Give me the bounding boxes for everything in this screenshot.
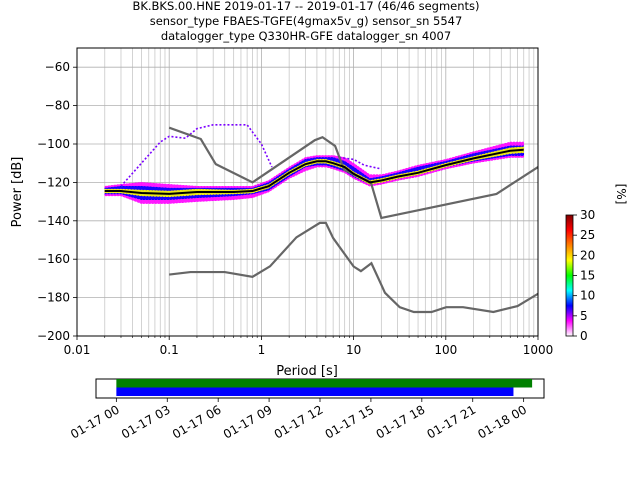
mode-curve	[104, 148, 524, 195]
noise-models	[168, 126, 538, 314]
timeline-tick-label: 01-17 06	[170, 402, 224, 441]
x-tick-label: 0.1	[160, 343, 179, 357]
y-tick-label: −80	[45, 99, 70, 113]
colorbar-ticks: 0 5 10 15 20 25 30	[573, 208, 595, 343]
colorbar-tick-label: 30	[580, 208, 595, 222]
x-tick-label: 1	[258, 343, 266, 357]
colorbar-label: [%]	[614, 184, 628, 205]
y-tick-label: −120	[37, 175, 70, 189]
colorbar-tick-label: 15	[580, 269, 595, 283]
chart-title-line-1: BK.BKS.00.HNE 2019-01-17 -- 2019-01-17 (…	[132, 0, 479, 13]
high-noise-model	[168, 126, 538, 220]
x-axis-label: Period [s]	[276, 364, 338, 379]
low-noise-model	[169, 221, 538, 314]
colorbar-tick-label: 25	[580, 228, 595, 242]
timeline-tick-label: 01-17 03	[119, 402, 173, 441]
density-band	[104, 146, 525, 198]
timeline-tick-label: 01-18 00	[475, 402, 529, 441]
chart-title-line-2: sensor_type FBAES-TGFE(4gmax5v_g) sensor…	[150, 14, 463, 28]
chart-title-line-3: datalogger_type Q330HR-GFE datalogger_sn…	[161, 29, 451, 43]
colorbar-tick-label: 0	[580, 329, 588, 343]
y-tick-label: −200	[37, 329, 70, 343]
timeline-tick-label: 01-17 12	[272, 402, 326, 441]
x-tick-label: 1000	[523, 343, 554, 357]
x-tick-label: 0.01	[64, 343, 91, 357]
density-outlier	[120, 124, 273, 187]
timeline-tick-label: 01-17 09	[221, 402, 275, 441]
timeline-tick-label: 01-17 15	[323, 402, 377, 441]
y-axis-label: Power [dB]	[10, 157, 25, 228]
timeline-bar	[116, 387, 514, 396]
y-tick-label: −140	[37, 214, 70, 228]
colorbar-tick-label: 20	[580, 248, 595, 262]
timeline-tick-label: 01-17 21	[425, 402, 479, 441]
density-outlier	[339, 156, 382, 170]
timeline-tick-label: 01-17 00	[68, 402, 122, 441]
x-tick-label: 100	[434, 343, 457, 357]
y-tick-label: −100	[37, 137, 70, 151]
colorbar-gradient	[565, 214, 574, 337]
mode-line	[104, 148, 524, 195]
colorbar-tick-label: 10	[580, 289, 595, 303]
timeline-bar	[116, 379, 533, 388]
x-axis-ticks: 0.01 0.1 1 10 100 1000	[64, 336, 554, 357]
y-tick-label: −180	[37, 291, 70, 305]
timeline-tick-label: 01-17 18	[374, 402, 428, 441]
y-axis-ticks: −200 −180 −160 −140 −120 −100 −80 −60	[37, 60, 77, 343]
y-tick-label: −160	[37, 252, 70, 266]
colorbar-tick-label: 5	[580, 309, 588, 323]
probability-density	[104, 124, 525, 204]
plot-area-frame	[76, 47, 539, 337]
colorbar: 0 5 10 15 20 25 30 [%]	[565, 184, 628, 343]
x-tick-label: 10	[346, 343, 361, 357]
y-tick-label: −60	[45, 60, 70, 74]
